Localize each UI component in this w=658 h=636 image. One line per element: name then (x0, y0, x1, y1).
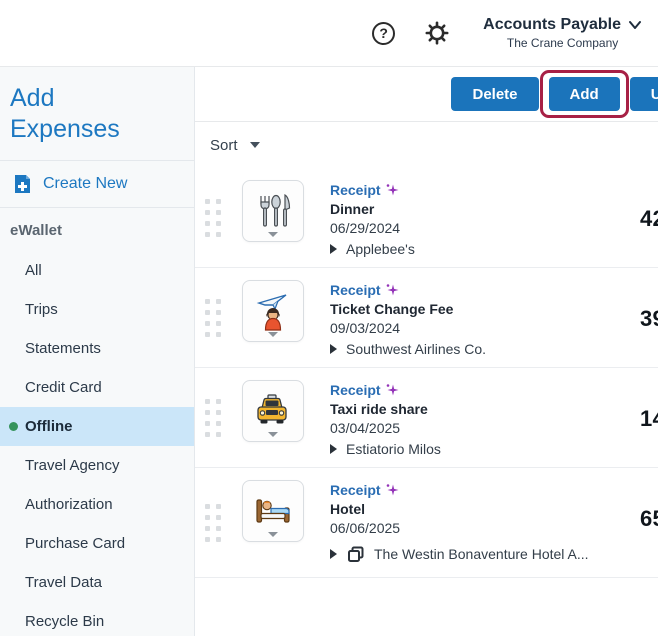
sidebar-item-purchase-card[interactable]: Purchase Card (25, 534, 126, 552)
receipt-link[interactable]: Receipt (330, 282, 381, 298)
expense-list: Receipt Dinner 06/29/2024 Applebee's (195, 168, 658, 578)
expense-title: Ticket Change Fee (330, 301, 454, 317)
sidebar-item-offline[interactable]: Offline (0, 406, 194, 446)
tile-caret-icon (268, 432, 278, 437)
receipt-link[interactable]: Receipt (330, 182, 381, 198)
expense-type-tile[interactable] (242, 280, 304, 342)
hotel-bed-icon (256, 499, 290, 523)
divider (0, 206, 194, 208)
ewallet-section-label: eWallet (10, 221, 62, 239)
paperclip-icon[interactable] (655, 480, 658, 502)
flight-traveler-icon (258, 294, 287, 331)
dinner-icon (260, 194, 291, 227)
gear-icon[interactable] (425, 21, 449, 45)
expense-amount: 393.96 (640, 306, 658, 331)
expense-title: Taxi ride share (330, 401, 428, 417)
page-title: Add Expenses (10, 84, 120, 144)
help-icon[interactable]: ? (372, 21, 396, 45)
account-company: The Crane Company (506, 36, 619, 50)
tile-caret-icon (268, 532, 278, 537)
expand-triangle-icon[interactable] (330, 344, 337, 354)
ai-sparkle-icon (386, 384, 399, 396)
main-panel: Delete Add Upload Sort 1 (195, 67, 658, 636)
expense-amount: 659.40 (640, 506, 658, 531)
sidebar-item-recycle-bin[interactable]: Recycle Bin (25, 612, 105, 630)
list-header: Sort 1 (195, 122, 658, 168)
expense-date: 06/29/2024 (330, 220, 401, 236)
expense-title: Dinner (330, 201, 375, 217)
expense-row-hotel: Receipt Hotel 06/06/2025 The Westin Bona… (195, 468, 658, 578)
paperclip-icon[interactable] (655, 180, 658, 202)
expand-triangle-icon[interactable] (330, 549, 337, 559)
expense-amount: 141.34 (640, 406, 658, 431)
create-new-button[interactable]: Create New (0, 161, 194, 207)
paperclip-icon[interactable] (655, 380, 658, 402)
vendor-name: Estiatorio Milos (346, 441, 441, 457)
sort-caret-icon[interactable] (249, 142, 260, 148)
annotation-highlight-box: Add (539, 70, 629, 118)
upload-button[interactable]: Upload (629, 77, 658, 111)
create-new-label: Create New (43, 174, 128, 192)
sort-dropdown[interactable]: Sort (210, 136, 238, 154)
green-status-dot (9, 421, 18, 431)
expand-triangle-icon[interactable] (330, 244, 337, 254)
sidebar-item-all[interactable]: All (25, 261, 42, 279)
sidebar-item-authorization[interactable]: Authorization (25, 495, 113, 513)
ai-sparkle-icon (386, 284, 399, 296)
document-plus-icon (15, 174, 30, 193)
drag-handle[interactable] (205, 398, 227, 437)
action-toolbar: Delete Add Upload (195, 67, 658, 122)
drag-handle[interactable] (205, 198, 227, 237)
expense-row-dinner: Receipt Dinner 06/29/2024 Applebee's (195, 168, 658, 268)
divider (0, 159, 194, 161)
expense-date: 03/04/2025 (330, 420, 401, 436)
expense-type-tile[interactable] (242, 180, 304, 242)
account-name: Accounts Payable (483, 16, 621, 33)
delete-button[interactable]: Delete (451, 77, 539, 111)
sidebar: Add Expenses Create New eWallet All Trip… (0, 67, 195, 636)
expense-amount: 428.49 (640, 206, 658, 231)
account-switcher[interactable]: Accounts Payable The Crane Company (483, 16, 642, 50)
ai-sparkle-icon (386, 484, 399, 496)
expense-type-tile[interactable] (242, 480, 304, 542)
expense-row-taxi-ride-share: Receipt Taxi ride share 03/04/2025 Estia… (195, 368, 658, 468)
vendor-name: Applebee's (346, 241, 415, 257)
add-button[interactable]: Add (548, 77, 620, 111)
tile-caret-icon (268, 232, 278, 237)
taxi-icon (257, 394, 287, 425)
expense-type-tile[interactable] (242, 380, 304, 442)
sidebar-item-travel-agency[interactable]: Travel Agency (25, 456, 120, 474)
ai-sparkle-icon (386, 184, 399, 196)
vendor-name: The Westin Bonaventure Hotel A... (374, 546, 589, 562)
expense-date: 09/03/2024 (330, 320, 401, 336)
expense-row-ticket-change-fee: Receipt Ticket Change Fee 09/03/2024 Sou… (195, 268, 658, 368)
drag-handle[interactable] (205, 298, 227, 337)
sidebar-item-trips[interactable]: Trips (25, 300, 58, 318)
vendor-name: Southwest Airlines Co. (346, 341, 487, 357)
sidebar-item-credit-card[interactable]: Credit Card (25, 378, 102, 396)
duplicate-copy-icon[interactable] (346, 545, 365, 563)
expense-date: 06/06/2025 (330, 520, 401, 536)
expand-triangle-icon[interactable] (330, 444, 337, 454)
drag-handle[interactable] (205, 503, 227, 542)
receipt-link[interactable]: Receipt (330, 382, 381, 398)
sidebar-item-travel-data[interactable]: Travel Data (25, 573, 102, 591)
top-header: ? Accounts Payable The Crane Company (0, 0, 658, 67)
paperclip-icon[interactable] (655, 280, 658, 302)
sidebar-item-statements[interactable]: Statements (25, 339, 101, 357)
chevron-down-icon (629, 21, 641, 29)
receipt-link[interactable]: Receipt (330, 482, 381, 498)
expense-title: Hotel (330, 501, 365, 517)
tile-caret-icon (268, 332, 278, 337)
